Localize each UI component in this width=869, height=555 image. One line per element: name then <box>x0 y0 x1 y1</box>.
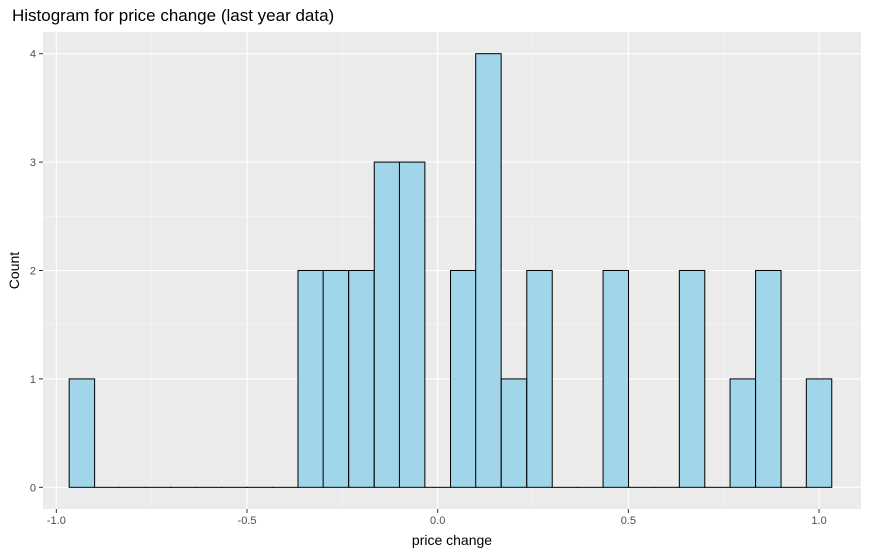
y-tick-label: 1 <box>30 374 36 386</box>
histogram-bar <box>348 270 375 488</box>
histogram-bar <box>68 378 96 488</box>
histogram-bar <box>805 378 833 488</box>
y-tick-label: 4 <box>30 49 36 61</box>
x-tick-label: 0.5 <box>621 515 636 527</box>
histogram-bar <box>322 270 350 488</box>
chart-title: Histogram for price change (last year da… <box>12 6 335 25</box>
x-axis-title: price change <box>412 532 492 548</box>
histogram-bar <box>526 270 553 488</box>
histogram-bar <box>297 270 324 488</box>
histogram-bar <box>373 161 401 488</box>
y-axis-title: Count <box>6 252 22 289</box>
histogram-bar <box>602 270 630 488</box>
x-tick-label: 1.0 <box>811 515 826 527</box>
histogram-bar <box>398 161 426 488</box>
y-tick-label: 0 <box>30 482 36 494</box>
x-tick-label: -1.0 <box>47 515 66 527</box>
histogram-bar <box>678 270 706 488</box>
histogram-bar <box>755 270 782 488</box>
y-tick-label: 3 <box>30 157 36 169</box>
y-tick-label: 2 <box>30 266 36 278</box>
x-tick-label: -0.5 <box>238 515 257 527</box>
histogram-bar <box>729 378 756 488</box>
histogram-bar <box>475 53 502 488</box>
histogram-bar <box>450 270 477 488</box>
histogram-bar <box>500 378 528 488</box>
x-tick-label: 0.0 <box>430 515 445 527</box>
